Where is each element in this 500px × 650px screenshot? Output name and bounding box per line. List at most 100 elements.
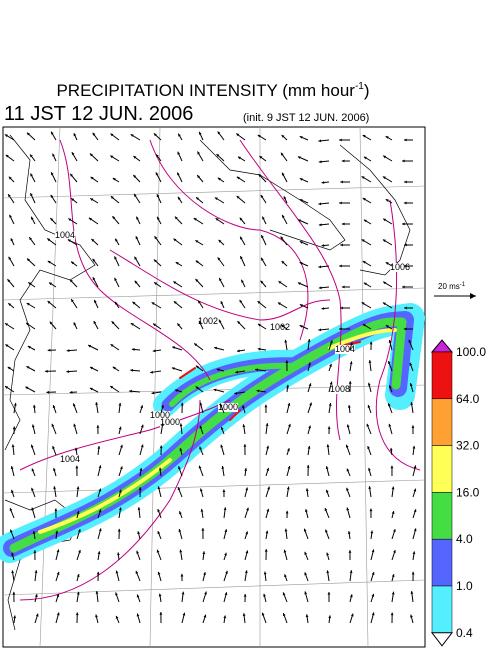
wind-arrow-head xyxy=(299,304,303,307)
wind-arrow-head xyxy=(388,423,392,427)
wind-arrow-head xyxy=(66,349,70,352)
wind-arrow-head xyxy=(131,348,135,351)
wind-arrow-head xyxy=(243,444,247,447)
wind-arrow-head xyxy=(224,552,227,556)
wind-arrow-head xyxy=(402,159,405,163)
wind-arrow-head xyxy=(307,339,311,342)
wind-arrow-head xyxy=(328,403,332,406)
wind-arrow-head xyxy=(134,193,137,197)
wind-arrow-head xyxy=(402,222,405,226)
wind-arrow-head xyxy=(34,594,38,598)
wind-arrow-head xyxy=(32,531,36,534)
wind-arrow-head xyxy=(306,465,310,468)
wind-arrow-head xyxy=(321,307,325,310)
wind-arrow-head xyxy=(299,325,303,328)
wind-arrow-head xyxy=(246,507,249,511)
wind-arrow-head xyxy=(90,176,94,180)
wind-arrow-head xyxy=(75,612,79,616)
isobar-label: 1004 xyxy=(55,230,75,240)
colorbar-bottom-triangle xyxy=(430,632,454,647)
wind-arrow-head xyxy=(345,444,349,448)
wind-arrow-head xyxy=(135,570,139,574)
wind-arrow-head xyxy=(156,549,160,553)
wind-arrow-head xyxy=(383,281,387,285)
wind-arrow-head xyxy=(197,175,201,179)
wind-arrow-head xyxy=(318,202,322,206)
wind-arrow-head xyxy=(404,243,407,247)
wind-arrow-head xyxy=(134,280,138,284)
wind-arrow-head xyxy=(115,238,118,242)
wind-arrow-head xyxy=(93,320,97,324)
wind-arrow-head xyxy=(224,529,228,533)
wind-arrow-head xyxy=(287,402,291,406)
wind-arrow-head xyxy=(152,349,156,353)
wind-arrow-head xyxy=(281,324,284,328)
wind-arrow-head xyxy=(8,303,12,307)
wind-arrow-head xyxy=(245,531,249,535)
wind-arrow-head xyxy=(8,194,11,198)
wind-arrow-head xyxy=(221,465,225,469)
wind-arrow-head xyxy=(318,265,322,269)
wind-arrow-head xyxy=(404,306,407,310)
wind-arrow-head xyxy=(297,156,301,159)
wind-arrow-head xyxy=(5,154,9,158)
wind-arrow-head xyxy=(278,281,282,284)
wind-arrow-head xyxy=(368,467,371,471)
wind-arrow-head xyxy=(76,510,80,514)
wind-arrow-head xyxy=(261,235,264,239)
wind-arrow-head xyxy=(198,320,202,324)
wind-arrow-head xyxy=(154,236,158,240)
wind-arrow-head xyxy=(369,508,373,512)
wind-arrow-head xyxy=(119,466,123,470)
wind-arrow-head xyxy=(136,613,140,617)
wind-arrow-head xyxy=(118,402,122,406)
wind-arrow-head xyxy=(262,216,265,220)
wind-arrow-head xyxy=(92,277,96,281)
wind-arrow-head xyxy=(71,198,75,202)
wind-arrow-head xyxy=(385,136,389,139)
wind-arrow-head xyxy=(383,218,387,222)
wind-arrow-head xyxy=(112,366,116,370)
wind-arrow-head xyxy=(266,508,270,512)
wind-arrow-head xyxy=(175,389,179,392)
wind-arrow-head xyxy=(137,531,141,535)
colorbar-label: 64.0 xyxy=(456,392,480,406)
wind-arrow-head xyxy=(171,367,175,370)
wind-arrow-head xyxy=(297,219,301,222)
wind-arrow-head xyxy=(129,389,132,393)
wind-arrow-head xyxy=(115,592,118,596)
wind-arrow-head xyxy=(5,323,9,326)
wind-arrow-head xyxy=(308,362,311,366)
wind-arrow-head xyxy=(76,591,80,595)
wind-arrow-head xyxy=(282,592,286,596)
wind-arrow-head xyxy=(403,327,407,331)
precipitation-band xyxy=(0,303,425,563)
wind-arrow-head xyxy=(387,361,391,365)
wind-arrow-head xyxy=(95,402,99,405)
wind-arrow-head xyxy=(307,445,311,449)
wind-arrow-head xyxy=(382,239,386,243)
colorbar-label: 100.0 xyxy=(456,345,486,359)
wind-arrow-head xyxy=(257,134,261,138)
wind-arrow-head xyxy=(111,321,115,325)
wind-arrow-head xyxy=(88,344,92,348)
wind-arrow-head xyxy=(217,131,221,135)
coastline xyxy=(4,134,411,631)
wind-arrow-head xyxy=(240,256,243,260)
wind-arrow-head xyxy=(78,549,81,553)
wind-arrow-head xyxy=(308,425,312,429)
wind-arrow-head xyxy=(371,571,375,575)
isobar-label-bg xyxy=(335,345,355,354)
wind-arrow-head xyxy=(410,591,414,594)
wind-arrow-head xyxy=(242,424,246,428)
wind-arrow-head xyxy=(153,259,157,263)
wind-arrow-head xyxy=(261,612,265,616)
wind-arrow-head xyxy=(393,529,396,533)
wind-scale-head xyxy=(470,293,476,299)
isobar-label-bg xyxy=(150,411,170,420)
wind-arrow-head xyxy=(11,489,14,493)
wind-arrow-head xyxy=(90,366,94,370)
wind-arrow-head xyxy=(282,613,286,617)
wind-arrow-head xyxy=(346,487,349,491)
wind-arrow-head xyxy=(299,178,303,181)
